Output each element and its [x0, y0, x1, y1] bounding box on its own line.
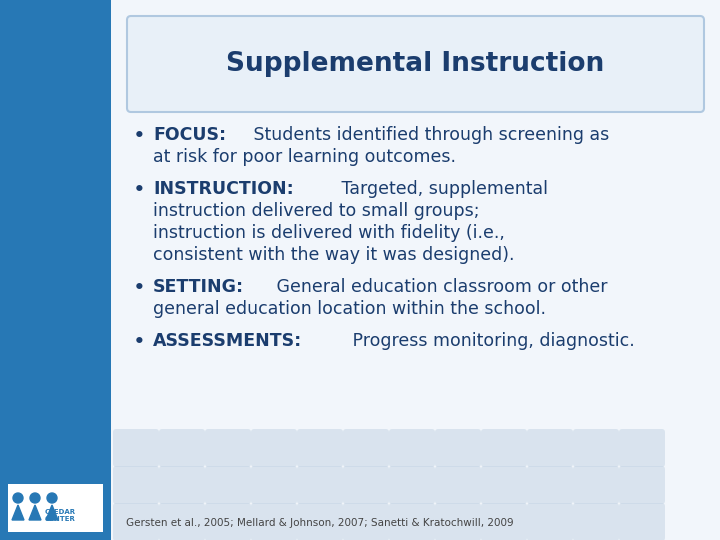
FancyBboxPatch shape	[297, 466, 343, 504]
Circle shape	[13, 493, 23, 503]
FancyBboxPatch shape	[343, 503, 389, 540]
FancyBboxPatch shape	[113, 466, 159, 504]
FancyBboxPatch shape	[481, 466, 527, 504]
FancyBboxPatch shape	[205, 503, 251, 540]
FancyBboxPatch shape	[573, 429, 619, 467]
Text: ASSESSMENTS:: ASSESSMENTS:	[153, 332, 302, 350]
FancyBboxPatch shape	[113, 503, 159, 540]
Text: Students identified through screening as: Students identified through screening as	[248, 126, 609, 144]
Circle shape	[30, 493, 40, 503]
FancyBboxPatch shape	[343, 429, 389, 467]
FancyBboxPatch shape	[251, 503, 297, 540]
Text: instruction is delivered with fidelity (i.e.,: instruction is delivered with fidelity (…	[153, 224, 505, 242]
FancyBboxPatch shape	[205, 429, 251, 467]
FancyBboxPatch shape	[127, 16, 704, 112]
FancyBboxPatch shape	[159, 429, 205, 467]
FancyBboxPatch shape	[619, 466, 665, 504]
Text: •: •	[133, 180, 145, 200]
FancyBboxPatch shape	[297, 429, 343, 467]
FancyBboxPatch shape	[527, 503, 573, 540]
Text: consistent with the way it was designed).: consistent with the way it was designed)…	[153, 246, 515, 264]
FancyBboxPatch shape	[159, 466, 205, 504]
FancyBboxPatch shape	[159, 503, 205, 540]
FancyBboxPatch shape	[297, 503, 343, 540]
Text: Supplemental Instruction: Supplemental Instruction	[226, 51, 605, 77]
Text: •: •	[133, 278, 145, 298]
FancyBboxPatch shape	[251, 429, 297, 467]
FancyBboxPatch shape	[619, 503, 665, 540]
FancyBboxPatch shape	[435, 503, 481, 540]
Text: •: •	[133, 126, 145, 146]
Polygon shape	[12, 505, 24, 520]
Text: at risk for poor learning outcomes.: at risk for poor learning outcomes.	[153, 148, 456, 166]
Text: Targeted, supplemental: Targeted, supplemental	[336, 180, 548, 198]
FancyBboxPatch shape	[435, 466, 481, 504]
FancyBboxPatch shape	[343, 466, 389, 504]
FancyBboxPatch shape	[251, 466, 297, 504]
Text: CEEDAR
CENTER: CEEDAR CENTER	[45, 509, 76, 522]
Bar	[0, 0, 111, 540]
Bar	[111, 0, 720, 540]
FancyBboxPatch shape	[527, 466, 573, 504]
Polygon shape	[29, 505, 41, 520]
FancyBboxPatch shape	[389, 429, 435, 467]
FancyBboxPatch shape	[527, 429, 573, 467]
FancyBboxPatch shape	[113, 429, 159, 467]
FancyBboxPatch shape	[481, 429, 527, 467]
Polygon shape	[46, 505, 58, 520]
FancyBboxPatch shape	[205, 466, 251, 504]
Text: General education classroom or other: General education classroom or other	[271, 278, 608, 296]
FancyBboxPatch shape	[481, 503, 527, 540]
Circle shape	[47, 493, 57, 503]
Text: general education location within the school.: general education location within the sc…	[153, 300, 546, 318]
FancyBboxPatch shape	[573, 503, 619, 540]
Text: INSTRUCTION:: INSTRUCTION:	[153, 180, 294, 198]
FancyBboxPatch shape	[389, 503, 435, 540]
FancyBboxPatch shape	[619, 429, 665, 467]
FancyBboxPatch shape	[573, 466, 619, 504]
Bar	[8, 484, 103, 532]
Text: Progress monitoring, diagnostic.: Progress monitoring, diagnostic.	[347, 332, 634, 350]
Text: Gersten et al., 2005; Mellard & Johnson, 2007; Sanetti & Kratochwill, 2009: Gersten et al., 2005; Mellard & Johnson,…	[126, 518, 513, 528]
FancyBboxPatch shape	[435, 429, 481, 467]
FancyBboxPatch shape	[389, 466, 435, 504]
Text: SETTING:: SETTING:	[153, 278, 244, 296]
Text: FOCUS:: FOCUS:	[153, 126, 226, 144]
Text: instruction delivered to small groups;: instruction delivered to small groups;	[153, 202, 480, 220]
Text: •: •	[133, 332, 145, 352]
